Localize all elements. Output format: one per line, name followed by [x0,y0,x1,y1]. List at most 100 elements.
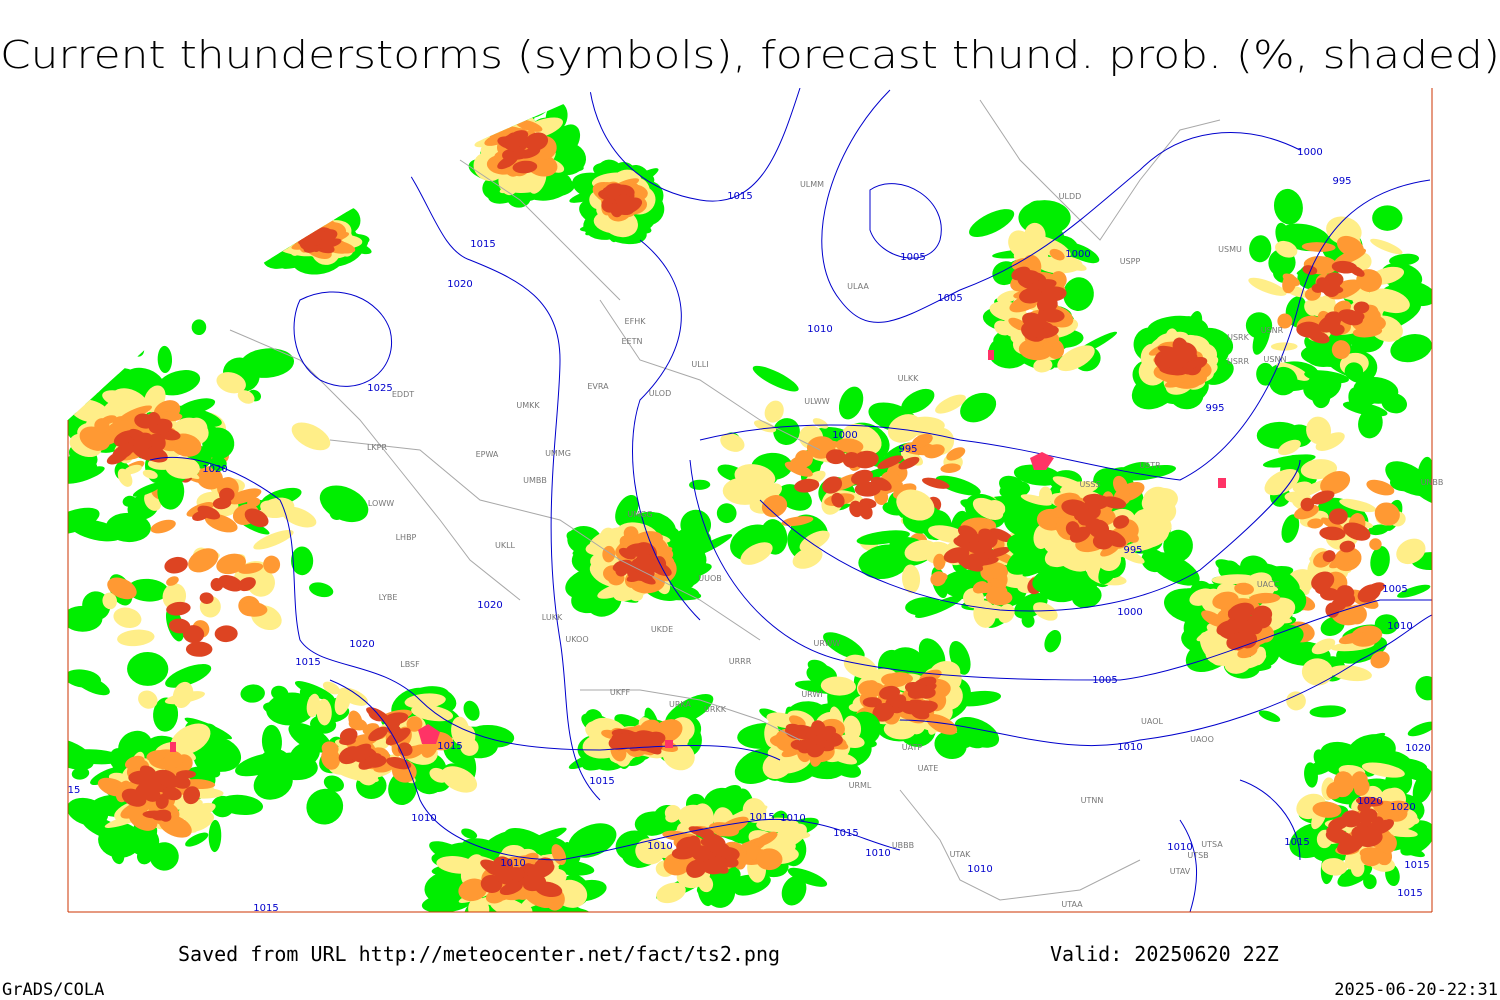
shade-cell [188,548,219,573]
shade-cell [1245,312,1273,339]
station-label: UKDE [651,625,673,634]
shade-cell [148,412,161,426]
isobar-label: 1020 [1405,743,1430,754]
shade-cell [152,772,178,788]
border [599,299,821,451]
shade-cell [489,896,530,912]
shade-cell [127,825,160,856]
shade-cell [988,584,1008,602]
shade-cell [1057,345,1095,372]
shade-cell [862,697,882,708]
shade-cell [334,688,351,715]
shade-cell [171,775,191,789]
shade-cell [1286,691,1306,711]
isobar-label: 1015 [589,776,614,787]
shade-cell [1320,741,1366,772]
shade-cell [1065,521,1080,537]
station-label: UTAA [1061,900,1083,909]
shade-cell [322,681,341,695]
station-label: USRR [1227,357,1249,366]
shade-cell [812,418,829,429]
shade-cell [1351,825,1372,841]
station-label: USTR [1139,461,1161,470]
shade-cell [124,464,142,475]
shade-cell [240,348,295,378]
shade-cell [671,846,696,860]
shade-cell [1278,439,1301,456]
borders [229,99,1221,901]
isobar-label: 1015 [470,239,495,250]
shade-cell [127,578,169,602]
station-label: UKLL [495,541,516,550]
shade-cell [164,556,188,574]
shade-cell [686,859,707,878]
station-label: ULDD [1059,192,1082,201]
isobar [632,239,701,621]
shade-cell [1370,651,1390,669]
station-label: URRR [729,657,752,666]
isobar-label: 1010 [1387,621,1412,632]
shade-cell [1381,392,1407,414]
shade-cell [838,386,864,420]
shade-cell [1342,401,1388,417]
shade-cell [781,875,807,906]
shade-cell [901,564,921,594]
isobar-label: 1015 [1284,837,1309,848]
isobar-label: 995 [1332,176,1351,187]
shade-cell [320,229,338,242]
station-label: UKOO [565,635,588,644]
station-label: UTAV [1170,867,1191,876]
source-url: Saved from URL http://meteocenter.net/fa… [178,942,780,966]
shade-cell [166,576,179,586]
shade-cell [1211,574,1256,585]
shade-cell [349,743,372,759]
shade-cell [1312,801,1342,818]
shade-cell [969,209,1015,238]
shade-cell [406,716,423,732]
shade-cell [168,618,191,634]
shade-cell [1300,459,1338,480]
station-label: UKFF [610,688,631,697]
shade-cell [1282,273,1297,294]
isobar-label: 1015 [253,903,278,914]
station-label: UTNN [1081,796,1104,805]
shade-cell [843,715,862,740]
coast [459,159,621,301]
shade-cell [921,477,950,489]
shade-cell [429,767,449,783]
shade-cell [1062,242,1100,264]
shade-cell [458,878,488,902]
station-label: EDDT [392,390,414,399]
shade-cell [1374,502,1400,526]
shade-cell [1275,240,1298,258]
shade-cell [1273,188,1303,225]
station-label: UAOL [1141,717,1163,726]
shade-cell [1154,349,1176,369]
isobar-label: 1015 [295,657,320,668]
shade-cell [480,859,507,876]
isobar-label: 1010 [780,813,805,824]
shade-cell [1357,584,1381,603]
shade-cell [1311,571,1335,592]
shade-cell [212,497,232,510]
shade-cell [524,132,549,151]
shade-cell [71,767,90,780]
shade-cell [321,741,339,756]
storm-symbol [170,742,176,752]
shade-cell [74,458,98,474]
shade-cell [1292,481,1312,493]
shade-cell [960,392,997,423]
isobar-label: 1015 [749,812,774,823]
shade-cell [1311,638,1336,655]
shade-cell [716,816,749,837]
shade-cell [519,147,541,159]
shade-cell [1032,563,1087,594]
shade-cell [972,497,1004,520]
shade-cell [1407,721,1432,737]
software: GrADS/COLA [2,980,104,1000]
shade-cell [761,495,788,518]
shade-cell [1378,833,1397,854]
shade-cell [90,767,123,786]
isobars [149,88,1432,912]
shade-cell [463,700,480,721]
